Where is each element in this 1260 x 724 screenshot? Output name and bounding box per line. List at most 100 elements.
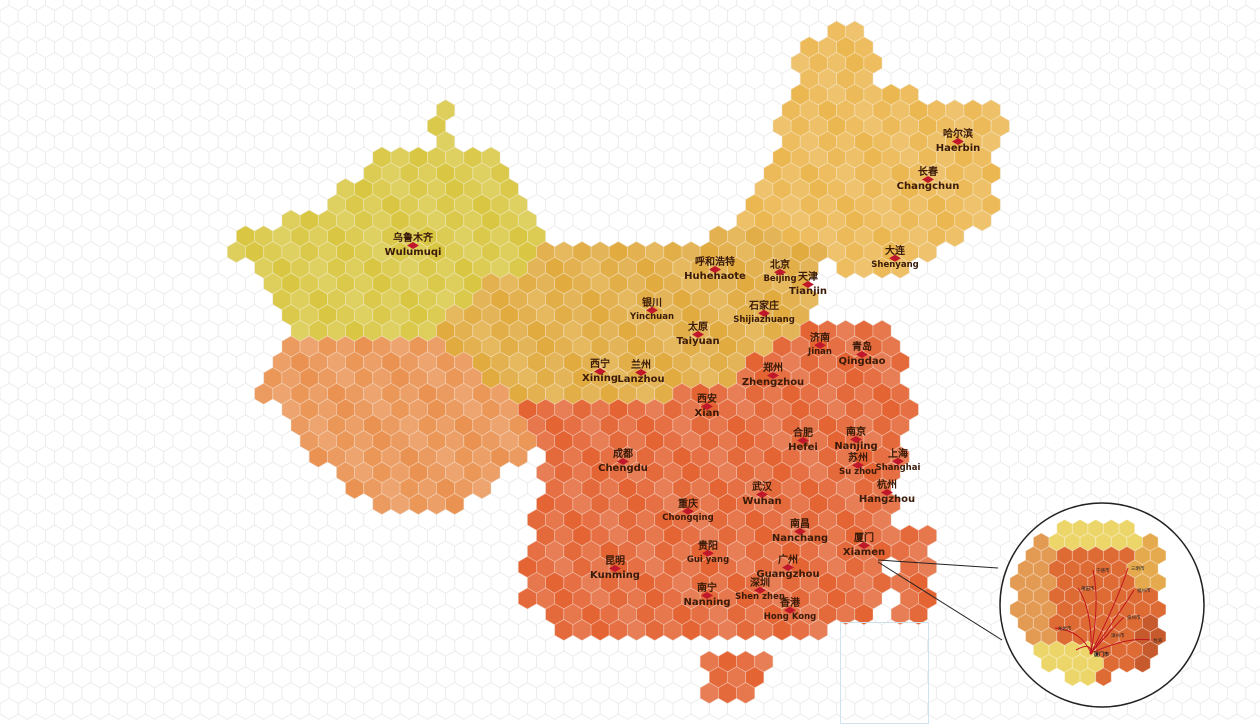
grid-hex	[1109, 319, 1128, 342]
grid-hex	[1181, 99, 1201, 122]
grid-hex	[245, 0, 265, 11]
city-xining[interactable]: 西宁 Xining	[582, 360, 618, 384]
city-kunming[interactable]: 昆明 Kunming	[590, 557, 640, 581]
city-shenyang[interactable]: 大连 Shenyang	[871, 246, 918, 270]
grid-hex	[1190, 398, 1210, 421]
city-wulumuqi[interactable]: 乌鲁木齐 Wulumuqi	[385, 234, 442, 258]
city-marker-icon[interactable]	[797, 437, 809, 444]
city-marker-icon[interactable]	[766, 372, 779, 379]
city-marker-icon[interactable]	[700, 403, 713, 410]
city-marker-icon[interactable]	[951, 138, 964, 145]
grid-hex	[226, 83, 246, 106]
city-beijing[interactable]: 北京 Beijing	[763, 260, 796, 284]
city-nanjing[interactable]: 南京 Nanjing	[834, 428, 877, 452]
city-marker-icon[interactable]	[406, 242, 419, 249]
city-marker-icon[interactable]	[922, 176, 934, 183]
grid-hex	[1245, 398, 1260, 421]
grid-hex	[1136, 178, 1156, 200]
city-marker-icon[interactable]	[701, 592, 713, 599]
city-marker-icon[interactable]	[794, 528, 806, 535]
city-marker-icon[interactable]	[757, 309, 770, 317]
grid-hex	[63, 524, 83, 547]
city-marker-icon[interactable]	[784, 606, 796, 614]
city-zhengzhou[interactable]: 郑州 Zhengzhou	[742, 364, 804, 388]
city-marker-icon[interactable]	[616, 458, 629, 465]
city-changchun[interactable]: 长春 Changchun	[897, 168, 960, 192]
city-shen-zhen[interactable]: 深圳 Shen zhen	[735, 578, 785, 602]
city-marker-icon[interactable]	[682, 507, 694, 515]
grid-hex	[708, 130, 728, 153]
city-xian[interactable]: 西安 Xian	[694, 395, 719, 419]
city-marker-icon[interactable]	[708, 266, 721, 273]
grid-hex	[981, 603, 1001, 626]
grid-hex	[1209, 146, 1228, 169]
city-yinchuan[interactable]: 银川 Yinchuan	[630, 298, 674, 322]
city-xiamen[interactable]: 厦门 Xiamen	[843, 534, 885, 558]
city-nanning[interactable]: 南宁 Nanning	[683, 584, 730, 608]
grid-hex	[608, 146, 628, 169]
city-taiyuan[interactable]: 太原 Taiyuan	[676, 323, 719, 347]
city-marker-icon[interactable]	[634, 369, 647, 376]
grid-hex	[763, 36, 783, 59]
grid-hex	[354, 0, 374, 11]
city-marker-icon[interactable]	[646, 306, 658, 314]
city-marker-icon[interactable]	[692, 331, 704, 338]
grid-hex	[736, 52, 756, 74]
city-chengdu[interactable]: 成都 Chengdu	[598, 450, 648, 474]
city-marker-icon[interactable]	[802, 281, 814, 288]
city-marker-icon[interactable]	[609, 565, 621, 572]
city-marker-icon[interactable]	[855, 351, 868, 358]
city-marker-icon[interactable]	[858, 542, 870, 549]
city-marker-icon[interactable]	[892, 457, 904, 465]
city-marker-icon[interactable]	[594, 368, 606, 375]
grid-hex	[290, 603, 310, 626]
grid-hex	[1227, 493, 1247, 515]
grid-hex	[472, 571, 492, 594]
city-marker-icon[interactable]	[813, 341, 826, 349]
grid-hex	[90, 603, 110, 626]
grid-hex	[245, 650, 265, 673]
grid-hex	[81, 524, 101, 547]
grid-hex	[981, 414, 1001, 437]
city-hong-kong[interactable]: 香港 Hong Kong	[764, 598, 816, 622]
city-guangzhou[interactable]: 广州 Guangzhou	[756, 556, 819, 580]
city-marker-icon[interactable]	[753, 586, 766, 594]
city-huhehaote[interactable]: 呼和浩特 Huhehaote	[684, 258, 746, 282]
city-marker-icon[interactable]	[701, 549, 714, 557]
city-marker-icon[interactable]	[889, 254, 901, 262]
city-jinan[interactable]: 济南 Jinan	[808, 333, 832, 357]
grid-hex	[972, 304, 992, 326]
grid-hex	[572, 0, 592, 11]
city-marker-icon[interactable]	[782, 564, 794, 571]
city-haerbin[interactable]: 哈尔滨 Haerbin	[936, 130, 981, 154]
grid-hex	[927, 288, 947, 311]
city-marker-icon[interactable]	[755, 491, 768, 498]
city-shijiazhuang[interactable]: 石家庄 Shijiazhuang	[733, 301, 795, 325]
city-shanghai[interactable]: 上海 Shanghai	[876, 449, 921, 473]
city-wuhan[interactable]: 武汉 Wuhan	[742, 483, 781, 507]
grid-hex	[1172, 83, 1192, 106]
grid-hex	[1081, 178, 1101, 200]
grid-hex	[1209, 650, 1228, 673]
city-tianjin[interactable]: 天津 Tianjin	[789, 273, 827, 297]
city-gui-yang[interactable]: 贵阳 Gui yang	[687, 541, 729, 565]
city-marker-icon[interactable]	[850, 436, 862, 443]
grid-hex	[108, 571, 128, 594]
city-marker-icon[interactable]	[852, 461, 864, 469]
city-hefei[interactable]: 合肥 Hefei	[788, 429, 818, 453]
city-hangzhou[interactable]: 杭州 Hangzhou	[859, 481, 915, 505]
grid-hex	[399, 67, 419, 90]
city-lanzhou[interactable]: 兰州 Lanzhou	[617, 361, 664, 385]
city-marker-icon[interactable]	[880, 489, 893, 496]
grid-hex	[1027, 178, 1047, 200]
city-su-zhou[interactable]: 苏州 Su zhou	[839, 453, 877, 477]
city-chongqing[interactable]: 重庆 Chongqing	[662, 499, 713, 523]
city-marker-icon[interactable]	[774, 268, 786, 276]
grid-hex	[1072, 193, 1092, 216]
grid-hex	[890, 36, 910, 59]
grid-hex	[235, 351, 256, 374]
grid-hex	[508, 666, 528, 689]
city-nanchang[interactable]: 南昌 Nanchang	[772, 520, 828, 544]
city-qingdao[interactable]: 青岛 Qingdao	[839, 343, 886, 367]
grid-hex	[0, 0, 10, 11]
